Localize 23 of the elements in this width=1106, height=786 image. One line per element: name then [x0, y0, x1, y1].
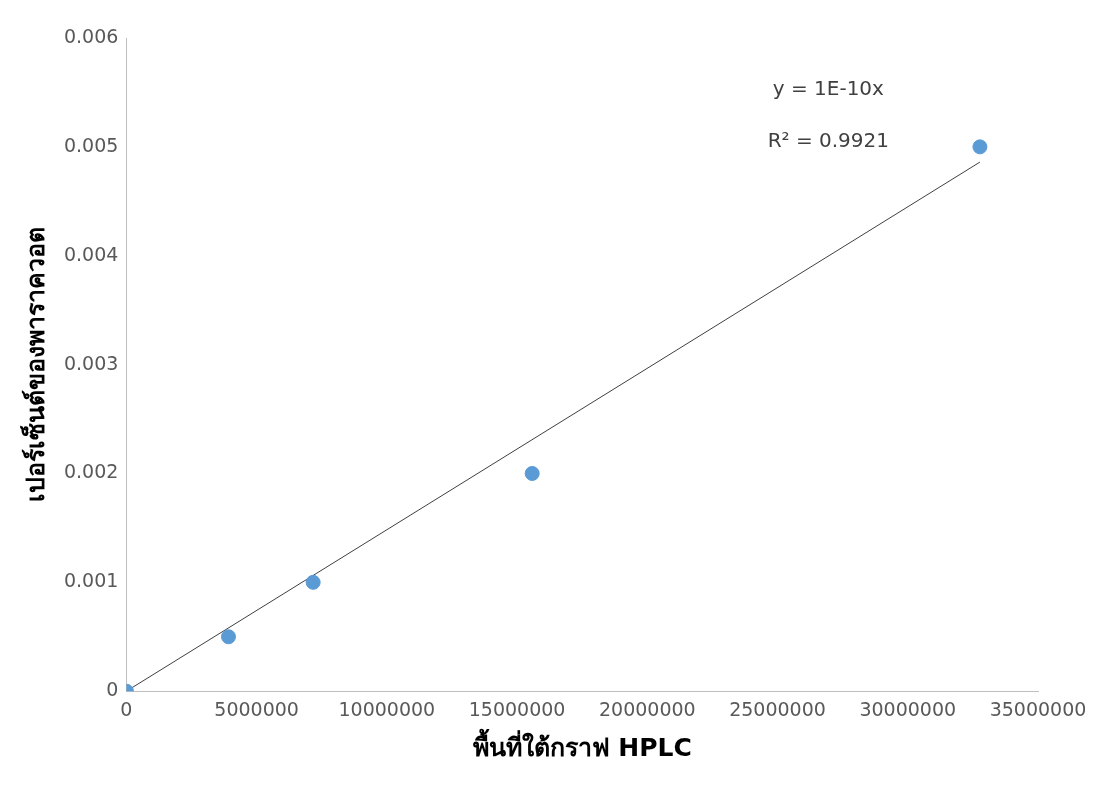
x-tick-label: 10000000: [338, 697, 436, 720]
y-axis-title: เปอร์เซ็นต์ของพาราควอต: [19, 227, 50, 503]
x-axis-title: พื้นที่ใต้กราฟ HPLC: [472, 727, 692, 762]
point: [524, 465, 540, 481]
x-tick-label: 20000000: [598, 697, 696, 720]
x-tick-label: 25000000: [729, 697, 826, 720]
y-tick-label: 0.003: [63, 351, 119, 374]
y-tick-label: 0.005: [63, 133, 119, 156]
y-tick-label: 0.004: [63, 242, 119, 265]
y-tick-label: 0: [106, 678, 119, 701]
x-tick-label: 30000000: [859, 697, 957, 720]
point: [305, 574, 321, 590]
annotation: R² = 0.9921: [767, 128, 890, 153]
x-tick-label: 35000000: [989, 697, 1087, 720]
x-tick-label: 5000000: [214, 697, 299, 720]
x-tick-label: 15000000: [468, 697, 566, 720]
x-tick-label: 0: [120, 697, 133, 720]
y-tick-label: 0.002: [63, 460, 119, 483]
point: [220, 629, 236, 645]
y-tick-label: 0.006: [63, 24, 119, 47]
y-tick-label: 0.001: [63, 569, 119, 592]
annotation: y = 1E-10x: [772, 76, 885, 101]
point: [972, 139, 988, 155]
